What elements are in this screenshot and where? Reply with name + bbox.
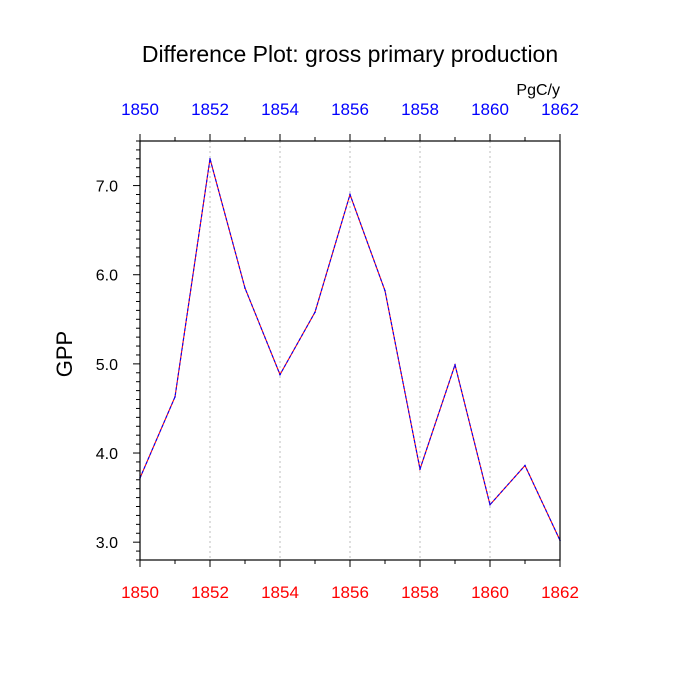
data-point-1852: [209, 158, 211, 160]
x-tick-label-bottom-1860: 1860: [471, 583, 509, 602]
x-tick-label-bottom-1852: 1852: [191, 583, 229, 602]
x-tick-label-bottom-1856: 1856: [331, 583, 369, 602]
x-tick-label-top-1850: 1850: [121, 100, 159, 119]
data-point-1854: [279, 373, 281, 376]
data-point-1860: [489, 503, 491, 506]
units-label: PgC/y: [516, 82, 560, 99]
y-axis-label: GPP: [52, 331, 77, 377]
data-point-1855: [314, 311, 316, 313]
data-point-1861: [524, 464, 526, 467]
x-tick-label-top-1856: 1856: [331, 100, 369, 119]
x-tick-label-top-1854: 1854: [261, 100, 299, 119]
x-tick-label-bottom-1854: 1854: [261, 583, 299, 602]
data-point-1857: [384, 289, 386, 292]
series-layer: [139, 158, 561, 542]
x-tick-label-top-1852: 1852: [191, 100, 229, 119]
x-tick-label-top-1860: 1860: [471, 100, 509, 119]
data-point-1858: [419, 468, 421, 470]
y-tick-label-3.0: 3.0: [96, 535, 118, 552]
y-tick-label-5.0: 5.0: [96, 357, 118, 374]
x-tick-label-top-1858: 1858: [401, 100, 439, 119]
x-tick-label-top-1862: 1862: [541, 100, 579, 119]
data-point-1859: [454, 363, 456, 366]
x-tick-label-bottom-1862: 1862: [541, 583, 579, 602]
y-tick-label-6.0: 6.0: [96, 268, 118, 285]
y-tick-label-4.0: 4.0: [96, 446, 118, 463]
chart-title: Difference Plot: gross primary productio…: [142, 41, 558, 67]
x-tick-label-bottom-1850: 1850: [121, 583, 159, 602]
x-tick-label-bottom-1858: 1858: [401, 583, 439, 602]
tick-label-layer: 1850 1850 1852 1852 1854 1854 1856 1856 1858 1858…: [96, 100, 579, 602]
grid-layer: [209, 141, 491, 560]
tick-layer: [133, 134, 561, 567]
data-point-1851: [174, 396, 176, 398]
data-point-1853: [244, 287, 246, 289]
data-point-1856: [349, 193, 351, 196]
y-tick-label-7.0: 7.0: [96, 179, 118, 196]
